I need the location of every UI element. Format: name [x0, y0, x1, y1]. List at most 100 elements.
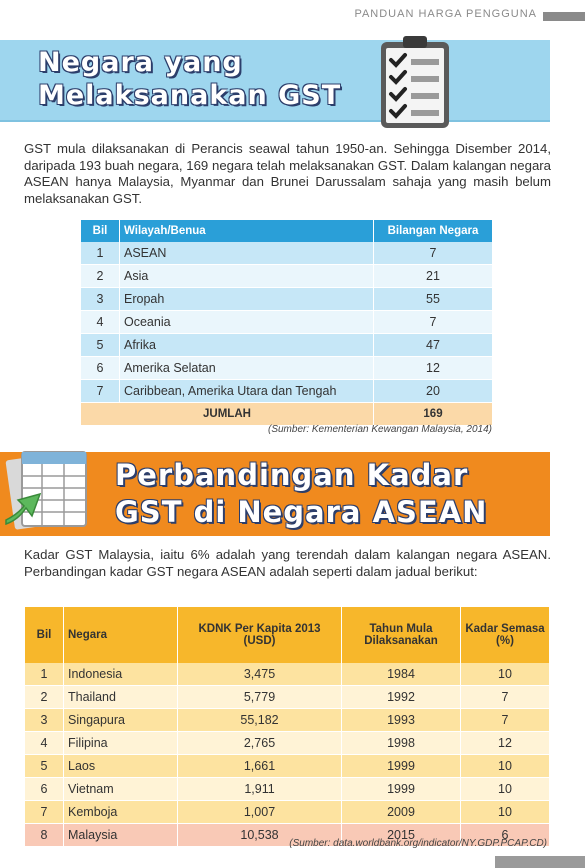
table-cell: 1,911 — [177, 777, 342, 801]
table-cell: Malaysia — [63, 823, 178, 847]
table-cell: 1 — [25, 663, 64, 686]
table-cell: 2 — [25, 685, 64, 709]
total-row: JUMLAH 169 — [81, 402, 492, 426]
table-cell: 6 — [25, 777, 64, 801]
table-cell: 1,661 — [177, 754, 342, 778]
table-cell: Oceania — [119, 310, 374, 334]
table-cell: 1998 — [341, 731, 461, 755]
section1-banner — [0, 40, 550, 122]
section2-banner — [0, 452, 550, 536]
table-cell: 10,538 — [177, 823, 342, 847]
table-cell: 6 — [81, 356, 120, 380]
total-value: 169 — [373, 402, 492, 426]
table-row: 7 Kemboja 1,007 2009 10 — [25, 800, 549, 824]
column-header: Negara — [63, 607, 178, 663]
table-row: 3 Eropah 55 — [81, 287, 492, 311]
table-cell: 7 — [81, 379, 120, 403]
section1-title-line2: Melaksanakan GST — [38, 80, 342, 111]
table-cell: 1999 — [341, 754, 461, 778]
table-cell: 55,182 — [177, 708, 342, 732]
header-bar — [543, 12, 585, 21]
table-row: 2 Thailand 5,779 1992 7 — [25, 685, 549, 709]
table-header-row: Bil Wilayah/Benua Bilangan Negara — [81, 220, 492, 242]
table-cell: 6 — [460, 823, 549, 847]
column-header: Kadar Semasa (%) — [460, 607, 549, 663]
table-cell: 2009 — [341, 800, 461, 824]
table-cell: 1,007 — [177, 800, 342, 824]
page-header-title: PANDUAN HARGA PENGGUNA — [354, 8, 537, 20]
table-cell: 1992 — [341, 685, 461, 709]
table-cell: 10 — [460, 777, 549, 801]
asean-gst-table: Bil Negara KDNK Per Kapita 2013 (USD) Ta… — [25, 607, 549, 847]
table-row: 6 Vietnam 1,911 1999 10 — [25, 777, 549, 801]
column-header: KDNK Per Kapita 2013 (USD) — [177, 607, 342, 663]
table-cell: 2,765 — [177, 731, 342, 755]
table-cell: 5 — [25, 754, 64, 778]
table-header-row: Bil Negara KDNK Per Kapita 2013 (USD) Ta… — [25, 607, 549, 663]
table-cell: 3 — [25, 708, 64, 732]
table-row: 6 Amerika Selatan 12 — [81, 356, 492, 380]
table-cell: 10 — [460, 754, 549, 778]
column-header: Tahun Mula Dilaksanakan — [341, 607, 461, 663]
section2-title-line1: Perbandingan Kadar — [115, 458, 469, 492]
table-cell: Vietnam — [63, 777, 178, 801]
table-cell: 55 — [373, 287, 492, 311]
table-cell: 7 — [25, 800, 64, 824]
table-cell: 1993 — [341, 708, 461, 732]
section1-paragraph: GST mula dilaksanakan di Perancis seawal… — [24, 141, 551, 206]
column-header: Wilayah/Benua — [119, 220, 374, 242]
table-cell: 2015 — [341, 823, 461, 847]
table-cell: 20 — [373, 379, 492, 403]
table-cell: 12 — [373, 356, 492, 380]
table-cell: 12 — [460, 731, 549, 755]
table-cell: Afrika — [119, 333, 374, 357]
section1-source: (Sumber: Kementerian Kewangan Malaysia, … — [267, 424, 492, 435]
table-row: 3 Singapura 55,182 1993 7 — [25, 708, 549, 732]
table-row: 4 Filipina 2,765 1998 12 — [25, 731, 549, 755]
table-cell: 8 — [25, 823, 64, 847]
table-cell: 7 — [373, 242, 492, 265]
table-cell: 2 — [81, 264, 120, 288]
column-header: Bil — [25, 607, 64, 663]
table-cell: 7 — [460, 685, 549, 709]
table-row: 5 Afrika 47 — [81, 333, 492, 357]
table-cell: 10 — [460, 800, 549, 824]
table-cell: Singapura — [63, 708, 178, 732]
table-cell: Asia — [119, 264, 374, 288]
table-cell: Amerika Selatan — [119, 356, 374, 380]
section2-title-line2: GST di Negara ASEAN — [115, 495, 488, 529]
checklist-icon — [381, 36, 449, 128]
column-header: Bil — [81, 220, 120, 242]
table-cell: Kemboja — [63, 800, 178, 824]
region-gst-table: Bil Wilayah/Benua Bilangan Negara 1 ASEAN… — [81, 220, 492, 426]
table-cell: 47 — [373, 333, 492, 357]
footer-bar — [495, 856, 585, 868]
table-cell: 4 — [25, 731, 64, 755]
table-row: 5 Laos 1,661 1999 10 — [25, 754, 549, 778]
table-row: 8 Malaysia 10,538 2015 6 — [25, 823, 549, 847]
table-cell: 7 — [460, 708, 549, 732]
section2-source: (Sumber: data.worldbank.org/indicator/NY… — [289, 838, 547, 849]
table-cell: 10 — [460, 663, 549, 686]
table-cell: 4 — [81, 310, 120, 334]
table-cell: Caribbean, Amerika Utara dan Tengah — [119, 379, 374, 403]
table-cell: Eropah — [119, 287, 374, 311]
table-cell: ASEAN — [119, 242, 374, 265]
section2-paragraph: Kadar GST Malaysia, iaitu 6% adalah yang… — [24, 547, 551, 579]
section1-title-line1: Negara yang — [38, 47, 243, 78]
table-cell: 3 — [81, 287, 120, 311]
section2-title: Perbandingan Kadar GST di Negara ASEAN — [115, 457, 487, 531]
table-cell: Thailand — [63, 685, 178, 709]
table-row: 4 Oceania 7 — [81, 310, 492, 334]
table-cell: 1999 — [341, 777, 461, 801]
table-cell: 5 — [81, 333, 120, 357]
table-row: 7 Caribbean, Amerika Utara dan Tengah 20 — [81, 379, 492, 403]
table-row: 2 Asia 21 — [81, 264, 492, 288]
total-label: JUMLAH — [81, 402, 374, 426]
table-cell: 5,779 — [177, 685, 342, 709]
table-cell: Laos — [63, 754, 178, 778]
table-cell: 7 — [373, 310, 492, 334]
table-cell: 1984 — [341, 663, 461, 686]
table-cell: Indonesia — [63, 663, 178, 686]
table-row: 1 Indonesia 3,475 1984 10 — [25, 663, 549, 686]
